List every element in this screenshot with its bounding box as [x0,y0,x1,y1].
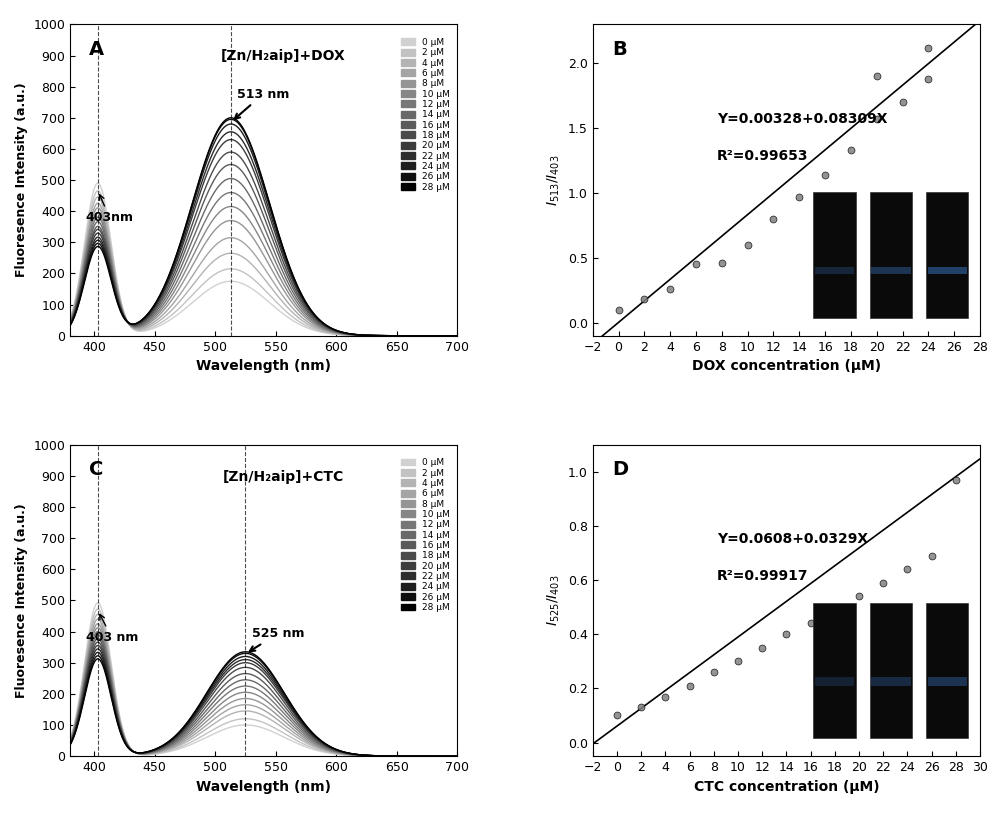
Point [875,576,891,589]
Text: B: B [612,40,627,59]
Point [817,168,833,181]
Legend: 0 μM, 2 μM, 4 μM, 6 μM, 8 μM, 10 μM, 12 μM, 14 μM, 16 μM, 18 μM, 20 μM, 22 μM, 2: 0 μM, 2 μM, 4 μM, 6 μM, 8 μM, 10 μM, 12 … [399,455,453,615]
Y-axis label: Fluoresence Intensity (a.u.): Fluoresence Intensity (a.u.) [15,83,28,277]
Y-axis label: $I_{513}/I_{403}$: $I_{513}/I_{403}$ [546,154,562,206]
Point [851,590,867,603]
Text: 403 nm: 403 nm [86,615,138,644]
Text: R²=0.99653: R²=0.99653 [717,149,808,163]
Point [791,190,807,203]
Text: C: C [89,460,104,480]
Text: 525 nm: 525 nm [250,627,304,651]
Point [869,112,885,125]
Point [924,550,940,563]
Legend: 0 μM, 2 μM, 4 μM, 6 μM, 8 μM, 10 μM, 12 μM, 14 μM, 16 μM, 18 μM, 20 μM, 22 μM, 2: 0 μM, 2 μM, 4 μM, 6 μM, 8 μM, 10 μM, 12 … [399,35,453,194]
Point [657,690,673,703]
Point [611,303,627,316]
X-axis label: CTC concentration (μM): CTC concentration (μM) [694,780,879,793]
Text: [Zn/H₂aip]+DOX: [Zn/H₂aip]+DOX [221,50,345,63]
Point [730,654,746,667]
Point [688,258,704,271]
Text: A: A [89,40,104,59]
Text: R²=0.99917: R²=0.99917 [717,569,808,583]
Point [609,709,625,722]
Point [869,70,885,83]
Point [948,473,964,486]
Point [895,96,911,109]
Point [706,666,722,679]
X-axis label: Wavelength (nm): Wavelength (nm) [196,359,331,373]
Point [662,283,678,296]
Text: Y=0.0608+0.0329X: Y=0.0608+0.0329X [717,532,868,546]
Text: [Zn/H₂aip]+CTC: [Zn/H₂aip]+CTC [222,470,344,484]
Point [778,628,794,641]
Point [765,212,781,225]
Text: D: D [612,460,628,480]
Text: 513 nm: 513 nm [235,88,289,119]
Point [714,257,730,270]
Text: 403nm: 403nm [86,195,134,224]
Point [754,641,770,654]
Point [633,701,649,714]
Y-axis label: Fluoresence Intensity (a.u.): Fluoresence Intensity (a.u.) [15,503,28,698]
Point [682,679,698,692]
Y-axis label: $I_{525}/I_{403}$: $I_{525}/I_{403}$ [546,575,562,626]
Point [803,617,819,630]
Point [899,563,915,576]
Point [920,72,936,85]
X-axis label: DOX concentration (μM): DOX concentration (μM) [692,359,881,373]
Point [827,603,843,616]
Point [843,144,859,157]
Point [636,293,652,306]
Point [740,238,756,251]
Point [920,41,936,54]
Text: Y=0.00328+0.08309X: Y=0.00328+0.08309X [717,111,887,125]
X-axis label: Wavelength (nm): Wavelength (nm) [196,780,331,793]
